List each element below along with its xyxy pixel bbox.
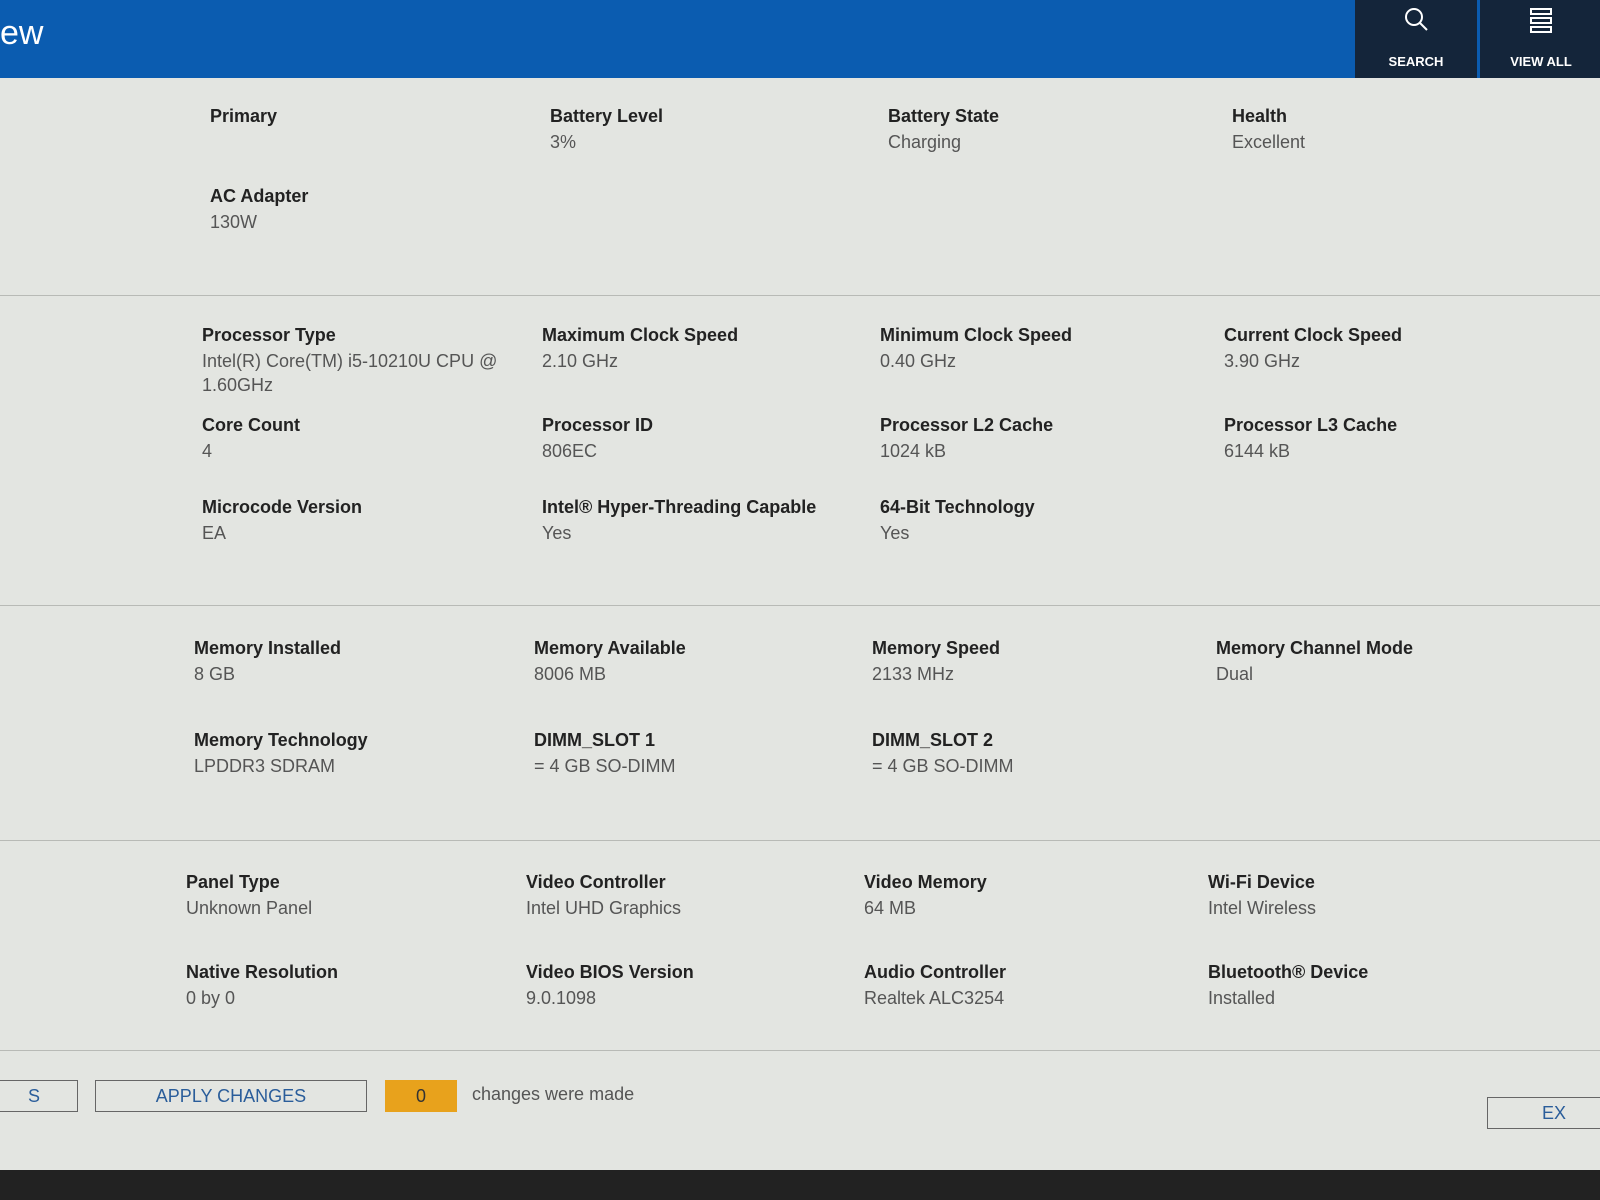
field-label: Wi-Fi Device: [1208, 872, 1315, 892]
field-label: Processor L2 Cache: [880, 415, 1054, 435]
field-value: 1024 kB: [880, 441, 947, 461]
field-value: Unknown Panel: [186, 898, 313, 918]
search-button[interactable]: SEARCH: [1355, 0, 1477, 78]
field-label: Microcode Version: [202, 497, 363, 517]
field-label: DIMM_SLOT 2: [872, 730, 994, 750]
field-label: Video Controller: [526, 872, 666, 892]
field-value: Intel Wireless: [1208, 898, 1317, 918]
field-value: 3%: [550, 132, 577, 152]
field-label: Audio Controller: [864, 962, 1006, 982]
field-value: 8 GB: [194, 664, 236, 684]
field-label: Current Clock Speed: [1224, 325, 1403, 345]
view-all-label: VIEW ALL: [1510, 54, 1572, 69]
field-value: Realtek ALC3254: [864, 988, 1005, 1008]
field-label: Memory Speed: [872, 638, 1001, 658]
change-count: 0: [385, 1080, 457, 1112]
section-divider: [0, 295, 1600, 296]
field-value: 806EC: [542, 441, 598, 461]
bottom-bezel: [0, 1170, 1600, 1200]
section-divider: [0, 605, 1600, 606]
field-label: Memory Technology: [194, 730, 368, 750]
field-value: 8006 MB: [534, 664, 607, 684]
field-value: Installed: [1208, 988, 1276, 1008]
field-value: 2.10 GHz: [542, 351, 619, 371]
section-divider: [0, 1050, 1600, 1051]
field-label: AC Adapter: [210, 186, 309, 206]
field-label: Memory Available: [534, 638, 686, 658]
view-all-button[interactable]: VIEW ALL: [1480, 0, 1600, 78]
field-value: Intel(R) Core(TM) i5-10210U CPU @ 1.60GH…: [202, 351, 498, 395]
field-label: Primary: [210, 106, 278, 126]
search-label: SEARCH: [1388, 54, 1444, 69]
field-label: Video Memory: [864, 872, 987, 892]
field-label: 64-Bit Technology: [880, 497, 1035, 517]
field-label: Health: [1232, 106, 1288, 126]
field-label: Intel® Hyper-Threading Capable: [542, 497, 817, 517]
field-label: Battery Level: [550, 106, 664, 126]
field-value: 64 MB: [864, 898, 917, 918]
field-value: 2133 MHz: [872, 664, 955, 684]
field-value: 6144 kB: [1224, 441, 1291, 461]
field-label: Processor ID: [542, 415, 654, 435]
field-value: Yes: [880, 523, 910, 543]
left-button[interactable]: S: [0, 1080, 78, 1112]
page-title: ew: [0, 14, 44, 52]
field-label: Bluetooth® Device: [1208, 962, 1369, 982]
search-icon: [1405, 8, 1428, 31]
field-value: Excellent: [1232, 132, 1306, 152]
field-value: 0.40 GHz: [880, 351, 957, 371]
field-label: Panel Type: [186, 872, 280, 892]
field-value: 9.0.1098: [526, 988, 597, 1008]
field-label: Memory Installed: [194, 638, 342, 658]
header-bar: ew SEARCH VIEW ALL: [0, 0, 1600, 78]
view-all-icon: [1530, 8, 1552, 33]
field-value: 3.90 GHz: [1224, 351, 1301, 371]
field-value: Yes: [542, 523, 572, 543]
apply-changes-button[interactable]: APPLY CHANGES: [95, 1080, 367, 1112]
field-label: Core Count: [202, 415, 300, 435]
field-label: Processor L3 Cache: [1224, 415, 1398, 435]
field-label: Native Resolution: [186, 962, 339, 982]
field-label: Battery State: [888, 106, 1000, 126]
field-label: Processor Type: [202, 325, 336, 345]
field-value: LPDDR3 SDRAM: [194, 756, 336, 776]
field-value: Intel UHD Graphics: [526, 898, 682, 918]
field-value: Dual: [1216, 664, 1254, 684]
field-value: Charging: [888, 132, 962, 152]
field-label: Minimum Clock Speed: [880, 325, 1073, 345]
field-value: 130W: [210, 212, 258, 232]
change-text: changes were made: [472, 1084, 635, 1104]
field-label: Maximum Clock Speed: [542, 325, 739, 345]
field-value: EA: [202, 523, 227, 543]
field-value: = 4 GB SO-DIMM: [534, 756, 676, 776]
field-value: 0 by 0: [186, 988, 236, 1008]
field-label: DIMM_SLOT 1: [534, 730, 656, 750]
exit-button[interactable]: EX: [1487, 1097, 1600, 1129]
section-divider: [0, 840, 1600, 841]
field-value: = 4 GB SO-DIMM: [872, 756, 1014, 776]
field-label: Memory Channel Mode: [1216, 638, 1414, 658]
field-value: 4: [202, 441, 213, 461]
field-label: Video BIOS Version: [526, 962, 694, 982]
